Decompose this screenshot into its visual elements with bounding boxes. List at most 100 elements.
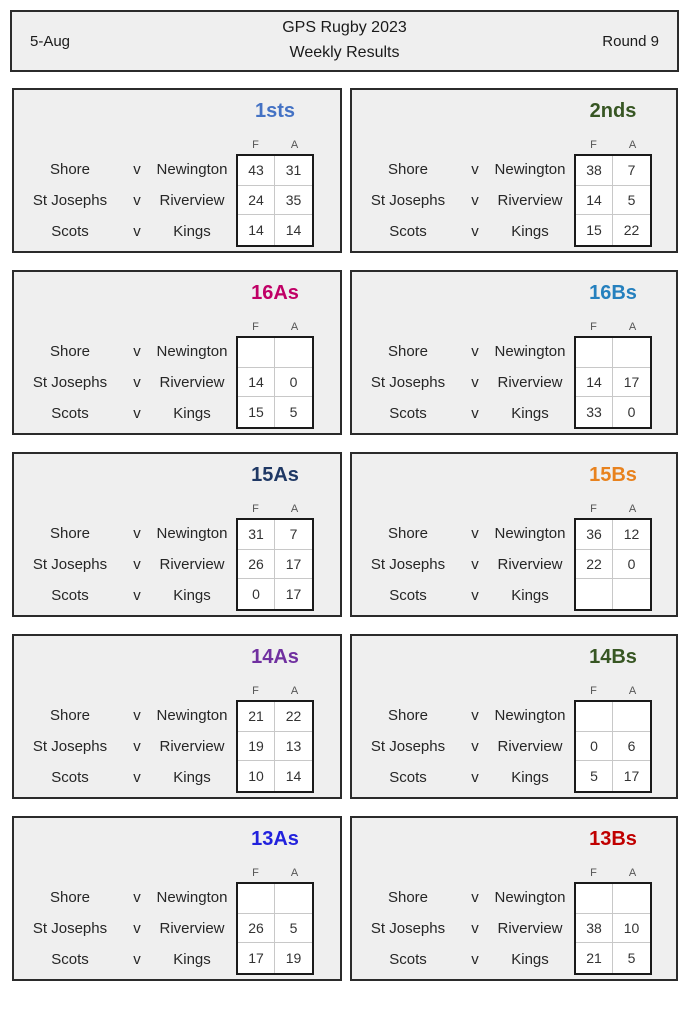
home-team: St Josephs [370,556,446,573]
away-team: Newington [494,161,566,178]
score-cell-against: 0 [613,549,650,580]
sheet-header: 5-Aug GPS Rugby 2023 Weekly Results Roun… [10,10,679,72]
score-cell-against: 0 [613,397,650,427]
grade-panel: 14Bs F A Shore v Newington St Josephs v … [350,634,678,799]
score-cell-for: 26 [238,549,275,580]
versus-label: v [471,192,479,209]
versus-label: v [133,951,141,968]
score-column-headers: F A [574,672,652,700]
score-column-headers: F A [574,490,652,518]
score-cell-for: 21 [576,943,613,973]
score-cell-for: 14 [576,367,613,398]
versus-label: v [471,405,479,422]
fixtures-list: Shore v Newington St Josephs v Riverview… [352,336,574,429]
fixture-row: St Josephs v Riverview [14,913,236,944]
versus-label: v [133,738,141,755]
score-column-headers: F A [236,672,314,700]
score-table: 26 5 17 19 [236,882,314,975]
score-cell-against: 6 [613,731,650,762]
grade-title: 1sts [254,100,296,122]
score-cell-for [576,579,613,609]
home-team: Shore [49,525,91,542]
score-column-headers: F A [574,854,652,882]
versus-label: v [471,707,479,724]
fixture-row: Scots v Kings [14,398,236,429]
panels-grid: 1sts F A Shore v Newington St Josephs v … [12,88,680,981]
fixture-row: Scots v Kings [352,944,574,975]
away-team: Kings [511,587,549,604]
score-cell-against [275,338,312,368]
grade-panel: 2nds F A Shore v Newington St Josephs v … [350,88,678,253]
score-cell-for: 10 [238,761,275,791]
versus-label: v [471,951,479,968]
score-cell-against: 0 [275,367,312,398]
grade-panel: 16Bs F A Shore v Newington St Josephs v … [350,270,678,435]
score-column-headers: F A [574,308,652,336]
home-team: Scots [389,223,427,240]
home-team: Shore [387,707,429,724]
away-team: Kings [511,405,549,422]
column-header-for: F [590,139,597,151]
away-team: Riverview [159,192,225,209]
versus-label: v [471,769,479,786]
column-header-for: F [590,321,597,333]
fixture-row: Scots v Kings [14,216,236,247]
score-column-headers: F A [574,126,652,154]
grade-panel: 15As F A Shore v Newington St Josephs v … [12,452,342,617]
away-team: Riverview [497,192,563,209]
fixture-row: Scots v Kings [352,762,574,793]
fixture-row: Shore v Newington [14,336,236,367]
versus-label: v [133,374,141,391]
versus-label: v [471,525,479,542]
fixture-row: Scots v Kings [352,398,574,429]
fixtures-list: Shore v Newington St Josephs v Riverview… [14,882,236,975]
away-team: Kings [173,405,211,422]
home-team: Shore [49,343,91,360]
fixture-row: St Josephs v Riverview [14,549,236,580]
home-team: Shore [387,525,429,542]
home-team: Scots [389,405,427,422]
versus-label: v [471,161,479,178]
column-header-against: A [290,503,299,515]
versus-label: v [133,556,141,573]
score-cell-against [613,702,650,732]
fixture-row: Shore v Newington [352,336,574,367]
column-header-against: A [290,139,299,151]
column-header-for: F [252,867,259,879]
score-cell-against: 31 [275,156,312,186]
page-title-line2: Weekly Results [289,44,400,61]
column-header-against: A [628,685,637,697]
fixture-row: St Josephs v Riverview [352,731,574,762]
away-team: Newington [156,161,228,178]
fixture-row: Shore v Newington [14,700,236,731]
score-column-headers: F A [236,854,314,882]
away-team: Riverview [497,374,563,391]
versus-label: v [133,707,141,724]
score-cell-for: 21 [238,702,275,732]
away-team: Newington [494,707,566,724]
fixtures-list: Shore v Newington St Josephs v Riverview… [352,882,574,975]
page-title-line1: GPS Rugby 2023 [282,19,407,37]
away-team: Kings [173,951,211,968]
grade-panel: 13As F A Shore v Newington St Josephs v … [12,816,342,981]
versus-label: v [471,556,479,573]
home-team: Scots [51,769,89,786]
fixtures-list: Shore v Newington St Josephs v Riverview… [352,154,574,247]
grade-title: 13As [251,828,299,850]
score-cell-for [576,884,613,914]
fixture-row: St Josephs v Riverview [14,367,236,398]
score-cell-for: 38 [576,913,613,944]
fixture-row: St Josephs v Riverview [352,913,574,944]
home-team: Scots [51,951,89,968]
score-cell-against: 19 [275,943,312,973]
versus-label: v [471,343,479,360]
fixtures-list: Shore v Newington St Josephs v Riverview… [14,154,236,247]
fixture-row: St Josephs v Riverview [14,731,236,762]
away-team: Riverview [159,556,225,573]
column-header-for: F [252,503,259,515]
away-team: Newington [156,707,228,724]
score-cell-for: 0 [576,731,613,762]
score-cell-for: 33 [576,397,613,427]
score-cell-against [613,579,650,609]
versus-label: v [471,889,479,906]
